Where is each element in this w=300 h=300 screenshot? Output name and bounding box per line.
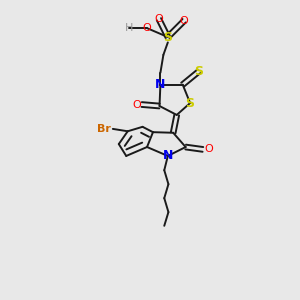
- Text: O: O: [180, 16, 189, 26]
- Text: N: N: [163, 149, 173, 162]
- Text: N: N: [155, 78, 166, 91]
- Text: S: S: [186, 97, 195, 110]
- Text: H: H: [125, 23, 134, 33]
- Text: S: S: [163, 31, 172, 44]
- Text: O: O: [143, 23, 152, 33]
- Text: Br: Br: [97, 124, 111, 134]
- Text: S: S: [194, 65, 203, 78]
- Text: O: O: [132, 100, 141, 110]
- Text: O: O: [154, 14, 163, 24]
- Text: O: O: [204, 144, 213, 154]
